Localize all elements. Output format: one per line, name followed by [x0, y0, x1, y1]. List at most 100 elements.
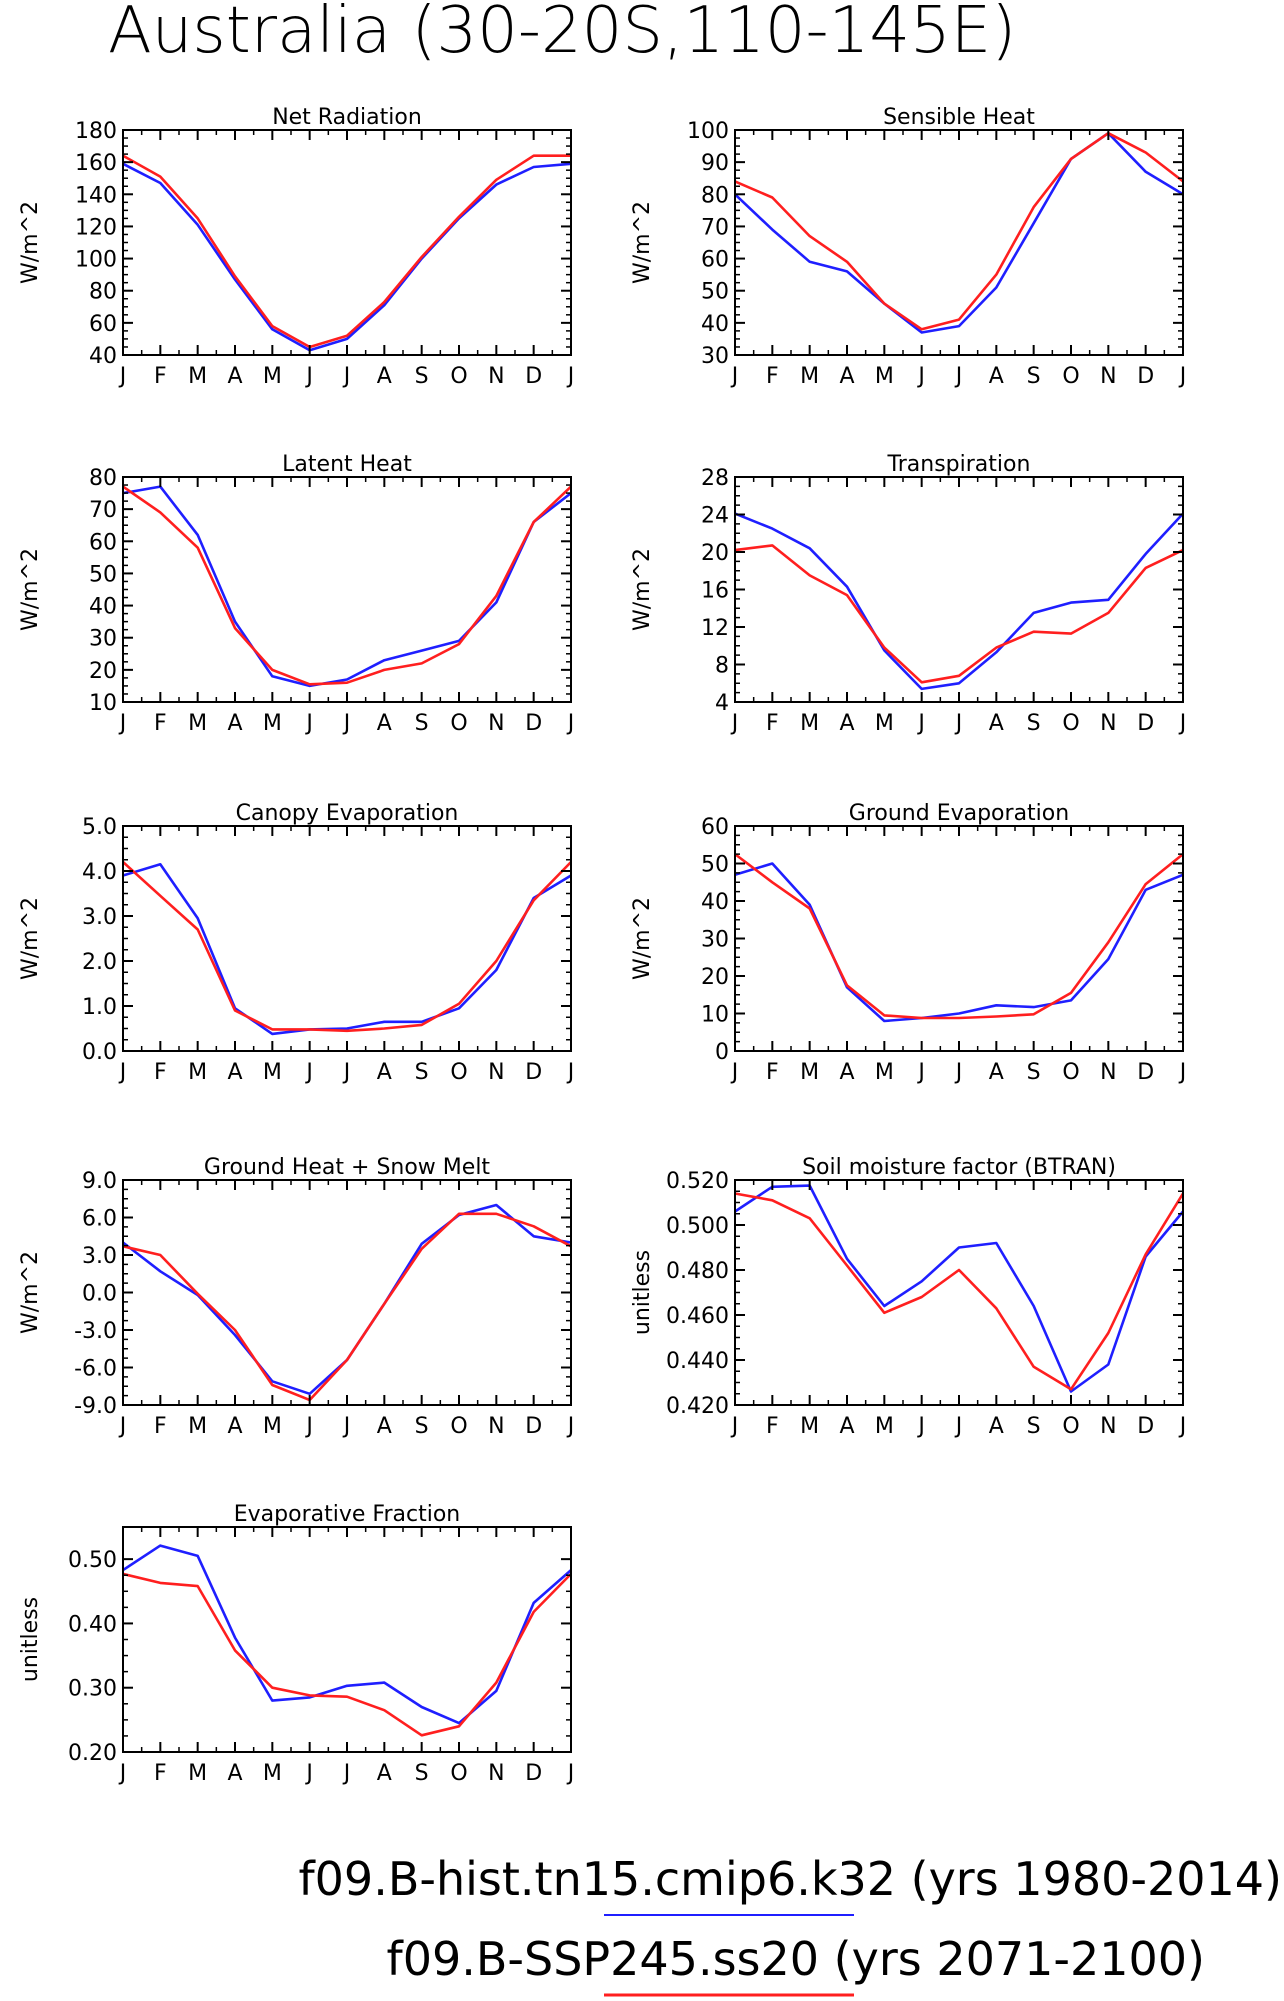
x-tick-label: M	[800, 1414, 819, 1439]
x-tick-label: D	[1137, 1414, 1154, 1439]
x-tick-label: J	[954, 1060, 963, 1085]
x-tick-label: J	[304, 1414, 313, 1439]
panel-title: Ground Heat + Snow Melt	[204, 1155, 491, 1180]
x-tick-label: O	[450, 1060, 467, 1085]
y-tick-label: 0	[715, 1040, 729, 1065]
y-tick-label: 10	[89, 691, 117, 716]
y-tick-label: 0.520	[666, 1169, 729, 1194]
y-tick-label: 5.0	[82, 815, 117, 840]
x-tick-label: J	[916, 1414, 925, 1439]
series-line-future	[122, 1212, 572, 1402]
x-tick-label: J	[342, 364, 351, 389]
x-tick-label: A	[989, 364, 1004, 389]
x-tick-label: N	[1100, 1060, 1116, 1085]
plot-frame	[122, 825, 572, 1052]
series-line-historical	[122, 862, 572, 1036]
x-tick-label: M	[800, 1060, 819, 1085]
x-tick-label: D	[1137, 711, 1154, 736]
panel-soil-moisture-factor-btran: J F M A M J J A S O N D J0.4200.4400.4600.4800.5000.…	[630, 1155, 1186, 1439]
x-tick-label: J	[566, 1414, 575, 1439]
x-tick-label: J	[118, 1761, 127, 1786]
y-axis-label: W/m^2	[630, 897, 655, 980]
x-tick-label: J	[304, 1761, 313, 1786]
series-line-historical	[734, 862, 1184, 1023]
panel-title: Sensible Heat	[883, 105, 1035, 130]
y-tick-label: 0.440	[666, 1349, 729, 1374]
y-tick-label: 24	[701, 504, 729, 529]
y-tick-label: 4	[715, 691, 729, 716]
x-tick-label: F	[154, 364, 167, 389]
plot-frame	[122, 1526, 572, 1753]
y-tick-label: 40	[701, 890, 729, 915]
x-tick-label: J	[1178, 364, 1187, 389]
series-line-future	[734, 544, 1184, 684]
x-tick-label: M	[800, 364, 819, 389]
x-tick-label: J	[566, 1060, 575, 1085]
y-axis-label: W/m^2	[630, 548, 655, 631]
y-tick-label: 4.0	[82, 860, 117, 885]
x-tick-label: J	[304, 711, 313, 736]
series-line-future	[734, 1192, 1185, 1391]
y-tick-label: 30	[701, 928, 729, 953]
panel-title: Net Radiation	[272, 105, 422, 130]
y-tick-label: 0.30	[68, 1677, 117, 1702]
plot-frame	[122, 129, 572, 356]
x-tick-label: O	[1062, 364, 1079, 389]
x-tick-label: A	[227, 364, 242, 389]
panel-title: Evaporative Fraction	[234, 1502, 460, 1527]
x-tick-label: D	[525, 1761, 542, 1786]
y-tick-label: 80	[89, 466, 117, 491]
x-tick-label: D	[525, 1060, 542, 1085]
y-tick-label: 12	[701, 616, 729, 641]
x-tick-label: J	[118, 1414, 127, 1439]
x-tick-label: M	[263, 711, 282, 736]
x-tick-label: O	[1062, 711, 1079, 736]
figure-title: Australia (30-20S,110-145E)	[108, 0, 1016, 68]
x-tick-label: J	[566, 711, 575, 736]
plot-frame	[122, 1179, 572, 1406]
y-tick-label: 80	[701, 183, 729, 208]
x-tick-label: J	[342, 1761, 351, 1786]
x-tick-label: A	[377, 1060, 392, 1085]
x-tick-label: J	[730, 1060, 739, 1085]
series-line-historical	[734, 1184, 1185, 1393]
x-tick-label: M	[263, 1414, 282, 1439]
y-tick-label: 28	[701, 466, 729, 491]
y-tick-label: 60	[89, 530, 117, 555]
x-tick-label: M	[188, 1060, 207, 1085]
x-tick-label: N	[1100, 364, 1116, 389]
x-tick-label: S	[415, 1414, 429, 1439]
x-tick-label: M	[875, 1060, 894, 1085]
y-axis-label: W/m^2	[18, 897, 43, 980]
y-tick-label: 0.0	[82, 1282, 117, 1307]
y-tick-label: 50	[701, 853, 729, 878]
x-tick-label: D	[525, 711, 542, 736]
x-tick-label: O	[450, 364, 467, 389]
x-tick-label: D	[525, 364, 542, 389]
y-tick-label: 10	[701, 1003, 729, 1028]
x-tick-label: S	[1027, 1414, 1041, 1439]
y-tick-label: 1.0	[82, 995, 117, 1020]
panel-transpiration: J F M A M J J A S O N D J481216202428TranspirationW/…	[630, 452, 1186, 736]
panel-title: Ground Evaporation	[849, 801, 1069, 826]
x-tick-label: A	[377, 711, 392, 736]
x-tick-label: J	[304, 364, 313, 389]
y-tick-label: 2.0	[82, 950, 117, 975]
x-tick-label: J	[730, 364, 739, 389]
series-line-future	[122, 1572, 572, 1737]
y-tick-label: 40	[701, 312, 729, 337]
plot-frame	[734, 129, 1184, 356]
series-line-future	[122, 485, 572, 686]
x-tick-label: M	[800, 711, 819, 736]
x-tick-label: A	[377, 1761, 392, 1786]
x-tick-label: A	[839, 1060, 854, 1085]
x-tick-label: A	[839, 364, 854, 389]
x-tick-label: O	[450, 1414, 467, 1439]
panel-title: Soil moisture factor (BTRAN)	[802, 1155, 1116, 1180]
y-tick-label: 0.40	[68, 1612, 117, 1637]
y-tick-label: 100	[75, 248, 117, 273]
x-tick-label: S	[1027, 364, 1041, 389]
y-tick-label: 140	[75, 183, 117, 208]
x-tick-label: F	[766, 1414, 779, 1439]
